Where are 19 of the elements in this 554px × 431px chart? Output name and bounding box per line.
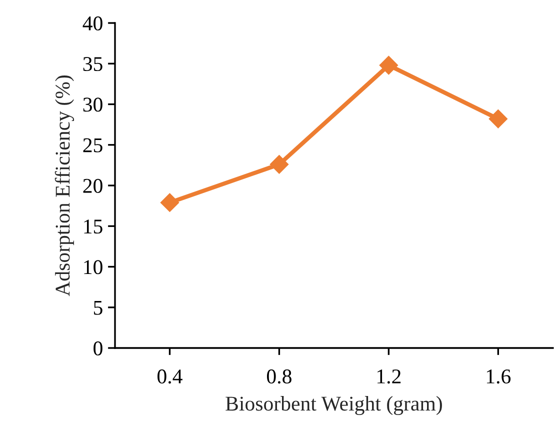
x-tick-label: 0.4 (158, 369, 182, 384)
x-tick-label: 1.2 (377, 369, 401, 384)
y-tick-label: 40 (82, 16, 102, 30)
y-tick-label: 15 (84, 220, 102, 234)
y-tick-label: 0 (94, 341, 102, 356)
y-tick-label: 5 (94, 300, 102, 315)
point (270, 155, 289, 174)
point (160, 193, 180, 212)
point (488, 110, 508, 128)
x-tick-label: 1.6 (486, 369, 511, 384)
x-axis-title: Biosorbent Weight (gram) (226, 396, 442, 416)
y-tick-label: 35 (83, 57, 102, 72)
point (379, 56, 398, 75)
y-tick-label: 20 (83, 178, 102, 193)
x-tick-label: 0.8 (266, 369, 292, 384)
y-tick-label: 10 (84, 260, 102, 274)
y-axis-title: Adsorption Efficiency (%) (54, 76, 74, 296)
y-tick-label: 30 (83, 98, 102, 112)
y-tick-label: 25 (83, 138, 102, 152)
